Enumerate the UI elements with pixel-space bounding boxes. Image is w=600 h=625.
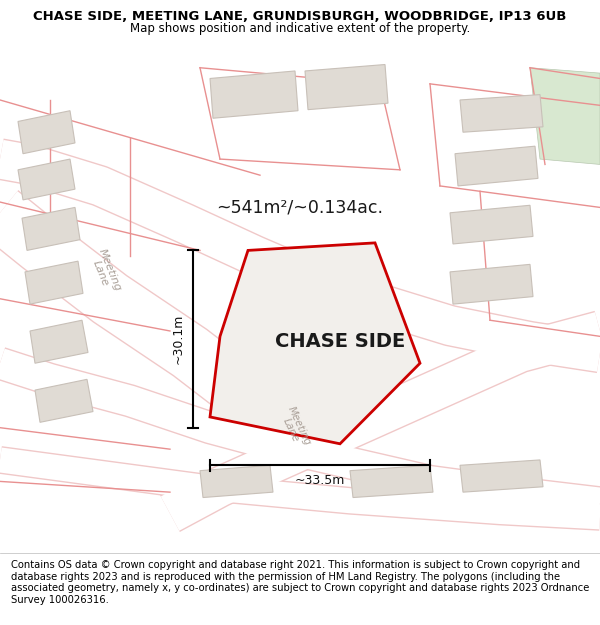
Polygon shape	[350, 465, 433, 498]
Polygon shape	[305, 64, 388, 109]
Polygon shape	[450, 264, 533, 304]
Polygon shape	[295, 304, 358, 342]
Polygon shape	[18, 111, 75, 154]
Polygon shape	[200, 465, 273, 498]
Polygon shape	[30, 320, 88, 363]
Polygon shape	[460, 94, 543, 132]
Polygon shape	[25, 261, 83, 304]
Text: CHASE SIDE, MEETING LANE, GRUNDISBURGH, WOODBRIDGE, IP13 6UB: CHASE SIDE, MEETING LANE, GRUNDISBURGH, …	[34, 10, 566, 23]
Polygon shape	[450, 205, 533, 244]
Polygon shape	[455, 146, 538, 186]
Polygon shape	[18, 159, 75, 200]
Text: ~33.5m: ~33.5m	[295, 474, 345, 487]
Polygon shape	[460, 460, 543, 492]
Text: CHASE SIDE: CHASE SIDE	[275, 332, 405, 351]
Text: ~30.1m: ~30.1m	[172, 314, 185, 364]
Polygon shape	[210, 243, 420, 444]
Polygon shape	[210, 71, 298, 118]
Text: Contains OS data © Crown copyright and database right 2021. This information is : Contains OS data © Crown copyright and d…	[11, 560, 589, 605]
Polygon shape	[530, 68, 600, 164]
Text: Meeting
Lane: Meeting Lane	[87, 248, 123, 296]
Polygon shape	[35, 379, 93, 423]
Polygon shape	[22, 208, 80, 251]
Text: Map shows position and indicative extent of the property.: Map shows position and indicative extent…	[130, 22, 470, 34]
Text: ~541m²/~0.134ac.: ~541m²/~0.134ac.	[217, 198, 383, 216]
Text: Meeting
Lane: Meeting Lane	[277, 404, 313, 451]
